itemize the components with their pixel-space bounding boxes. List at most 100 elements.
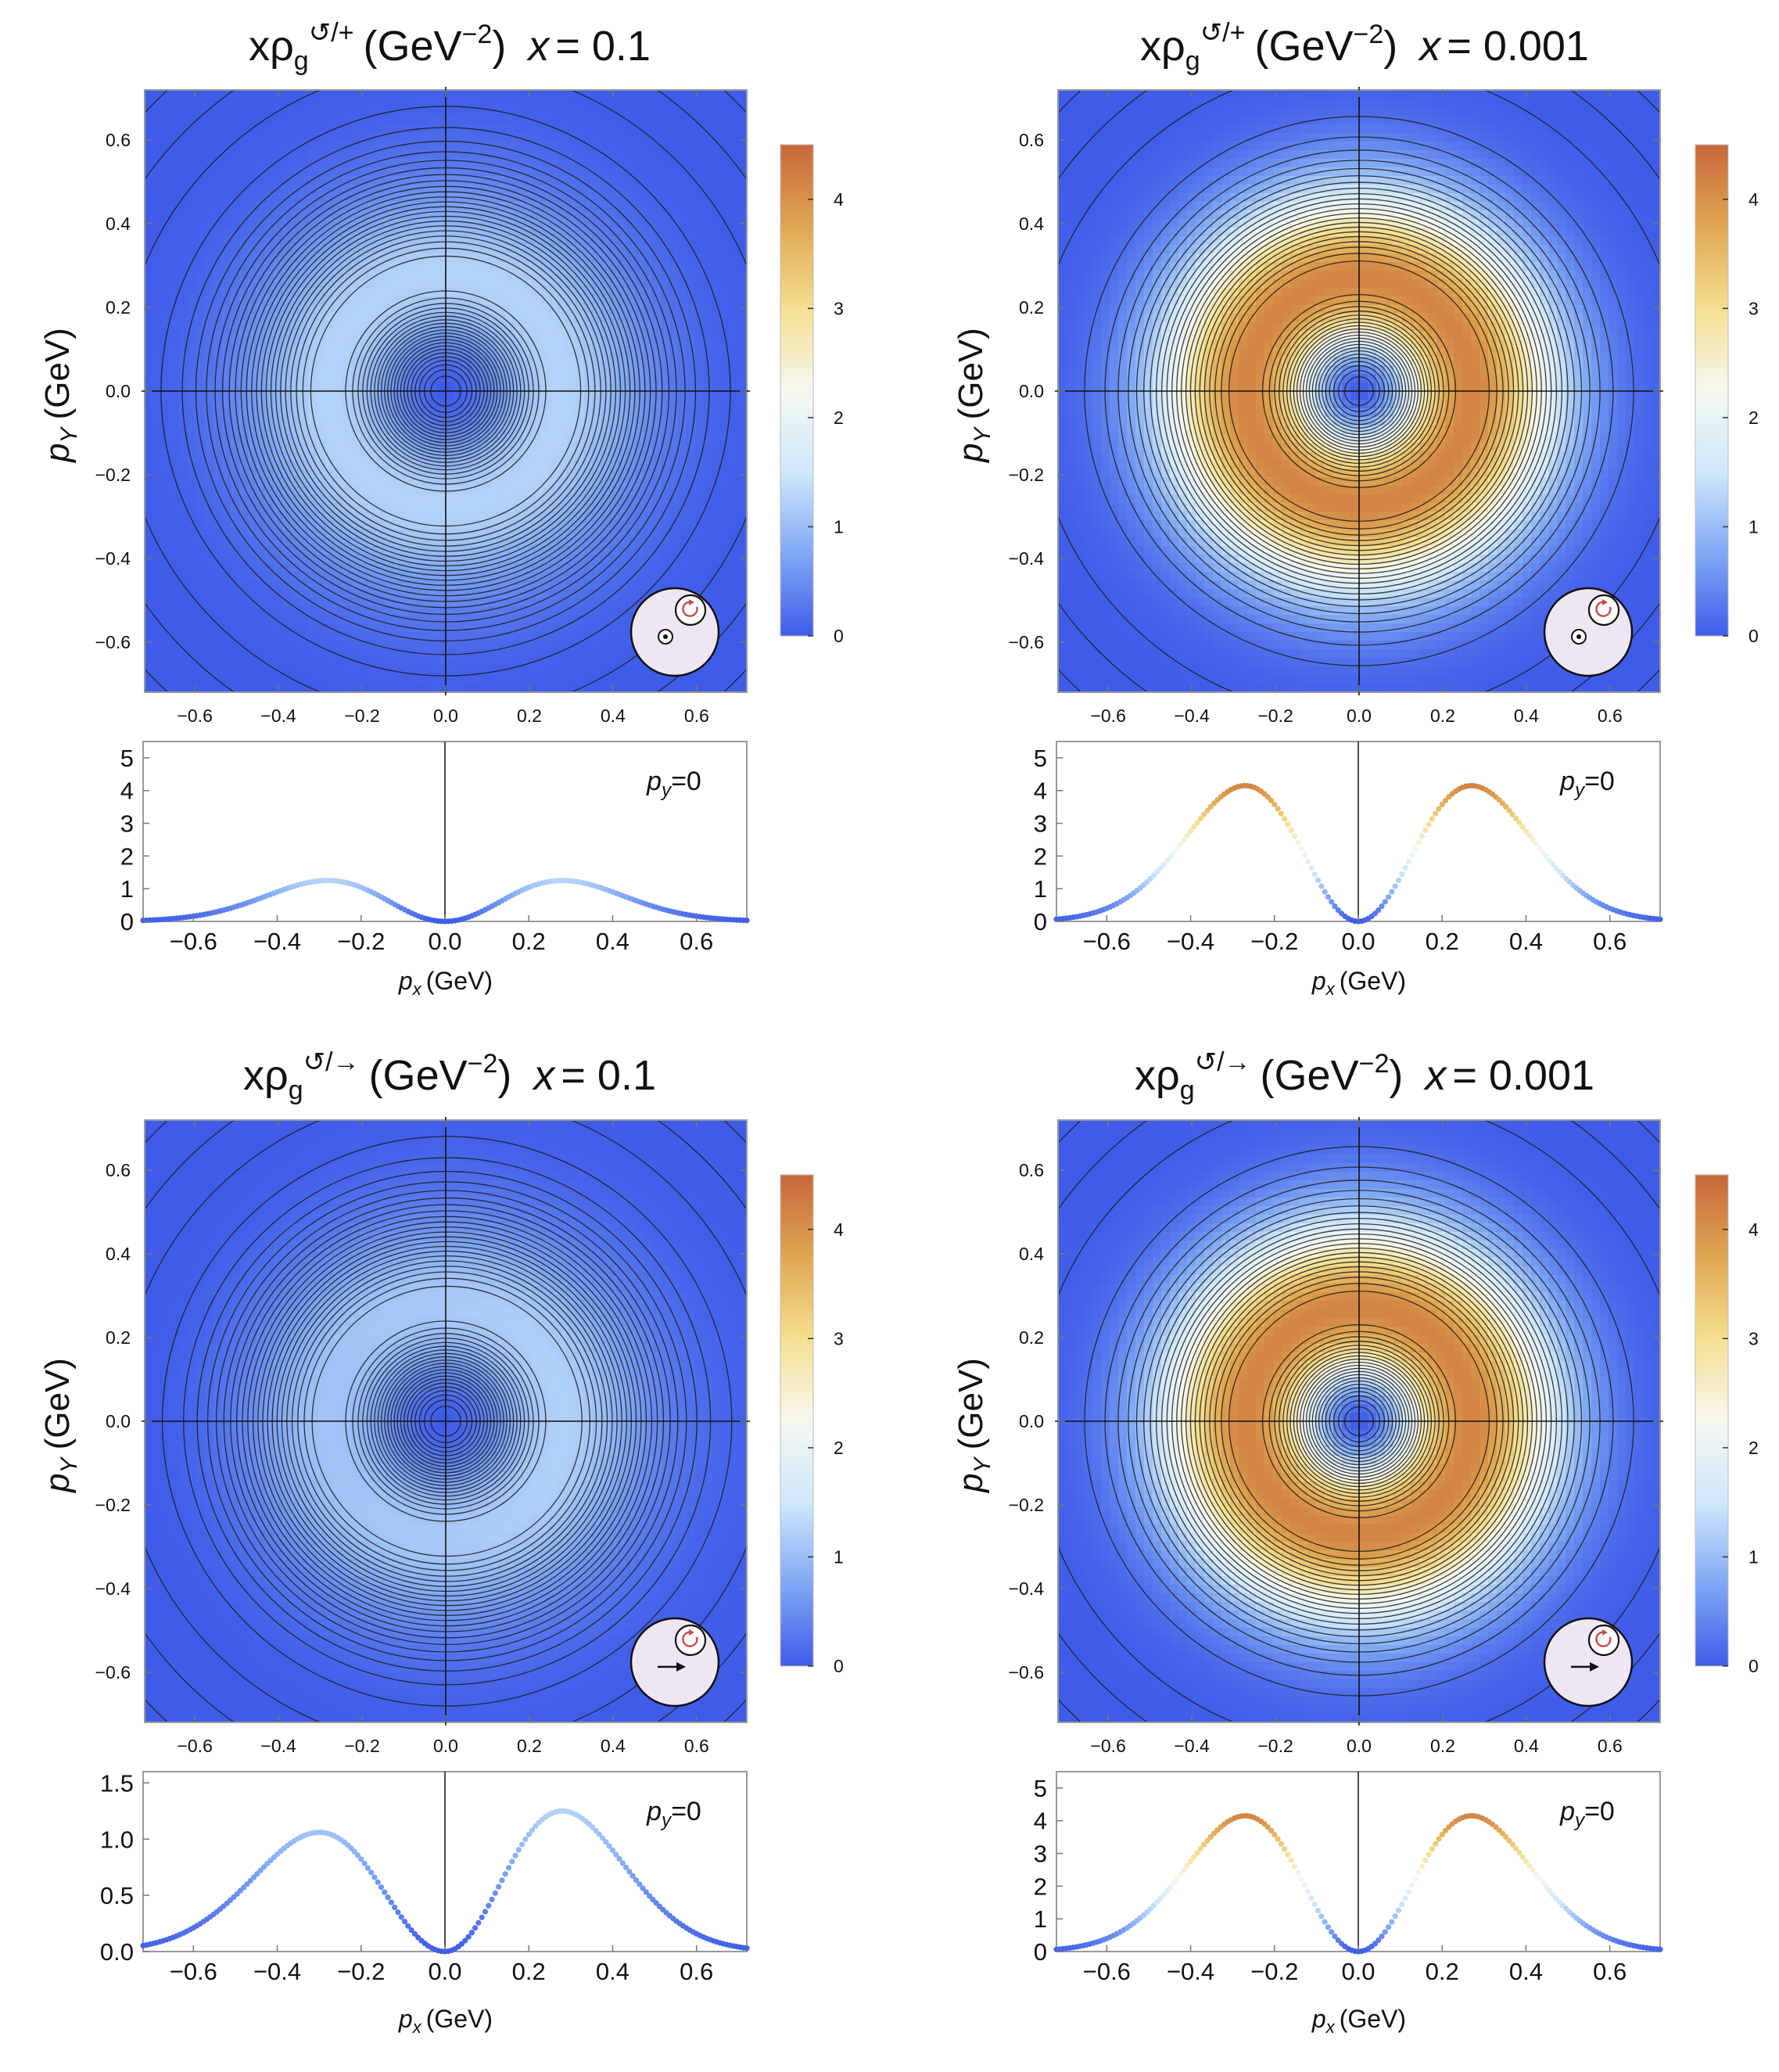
heatmap-cell (618, 684, 627, 693)
heatmap-cell (299, 546, 309, 555)
heatmap-cell (162, 99, 171, 108)
heatmap-cell (575, 99, 584, 108)
heatmap-cell (420, 641, 429, 650)
heatmap-cell (618, 167, 627, 177)
heatmap-cell (592, 391, 601, 400)
heatmap-cell (145, 623, 154, 633)
heatmap-cell (213, 116, 223, 125)
heatmap-cell (687, 374, 696, 383)
heatmap-cell (721, 382, 730, 392)
heatmap-cell (196, 649, 206, 659)
heatmap-cell (437, 382, 447, 392)
heatmap-cell (239, 684, 249, 693)
heatmap-cell (738, 580, 748, 590)
heatmap-cell (334, 99, 343, 108)
heatmap-cell (334, 426, 343, 435)
heatmap-cell (695, 555, 705, 564)
heatmap-cell (162, 167, 171, 177)
heatmap-cell (626, 124, 636, 134)
heatmap-cell (205, 262, 214, 271)
heatmap-cell (712, 374, 722, 383)
heatmap-cell (308, 99, 317, 108)
heatmap-cell (282, 606, 292, 616)
heatmap-cell (497, 116, 507, 125)
heatmap-cell (368, 460, 378, 469)
heatmap-cell (170, 589, 180, 598)
heatmap-cell (730, 606, 739, 616)
heatmap-cell (730, 374, 739, 383)
heatmap-cell (317, 374, 326, 383)
heatmap-cell (153, 494, 163, 504)
heatmap-cell (687, 210, 696, 220)
heatmap-cell (497, 391, 507, 400)
heatmap-cell (394, 641, 404, 650)
heatmap-cell (213, 142, 223, 151)
heatmap-cell (687, 253, 696, 263)
heatmap-cell (446, 684, 455, 693)
heatmap-cell (205, 150, 214, 160)
heatmap-cell (480, 133, 490, 142)
heatmap-cell (308, 623, 317, 633)
heatmap-cell (540, 193, 550, 203)
heatmap-cell (170, 245, 180, 254)
heatmap-cell (231, 365, 240, 375)
heatmap-cell (222, 150, 231, 160)
heatmap-cell (695, 348, 705, 357)
heatmap-cell (644, 426, 653, 435)
heatmap-cell (738, 202, 748, 211)
heatmap-cell (652, 150, 662, 160)
heatmap-cell (179, 99, 188, 108)
heatmap-cell (687, 228, 696, 237)
heatmap-cell (730, 305, 739, 314)
heatmap-cell (618, 632, 627, 641)
heatmap-cell (463, 262, 472, 271)
heatmap-cell (153, 529, 163, 538)
heatmap-cell (472, 262, 481, 271)
heatmap-cell (480, 142, 490, 151)
heatmap-cell (695, 193, 705, 203)
heatmap-cell (644, 486, 653, 495)
heatmap-cell (540, 99, 550, 108)
heatmap-cell (730, 537, 739, 547)
heatmap-cell (549, 365, 558, 375)
heatmap-cell (222, 159, 231, 168)
heatmap-cell (325, 331, 335, 340)
heatmap-cell (145, 99, 154, 108)
heatmap-cell (170, 357, 180, 366)
heatmap-cell (730, 666, 739, 676)
heatmap-cell (652, 391, 662, 400)
heatmap-cell (231, 159, 240, 168)
heatmap-cell (188, 675, 197, 684)
heatmap-cell (540, 331, 550, 340)
heatmap-cell (730, 314, 739, 323)
heatmap-cell (317, 365, 326, 375)
heatmap-cell (274, 632, 283, 641)
heatmap-cell (704, 331, 713, 340)
heatmap-cell (437, 279, 447, 289)
heatmap-cell (188, 202, 197, 211)
heatmap-cell (532, 666, 541, 676)
heatmap-cell (429, 494, 438, 504)
heatmap-cell (308, 641, 317, 650)
heatmap-cell (386, 116, 395, 125)
heatmap-cell (678, 529, 687, 538)
heatmap-cell (265, 572, 274, 581)
heatmap-cell (704, 219, 713, 228)
heatmap-cell (446, 314, 455, 323)
heatmap-cell (429, 632, 438, 641)
heatmap-cell (325, 675, 335, 684)
heatmap-cell (153, 649, 163, 659)
heatmap-cell (145, 228, 154, 237)
heatmap-cell (213, 133, 223, 142)
heatmap-cell (196, 623, 206, 633)
heatmap-cell (575, 279, 584, 289)
heatmap-cell (480, 494, 490, 504)
heatmap-cell (429, 202, 438, 211)
heatmap-cell (420, 99, 429, 108)
heatmap-cell (299, 185, 309, 194)
heatmap-cell (730, 124, 739, 134)
heatmap-cell (325, 365, 335, 375)
heatmap-cell (549, 279, 558, 289)
heatmap-cell (188, 391, 197, 400)
heatmap-cell (351, 649, 360, 659)
